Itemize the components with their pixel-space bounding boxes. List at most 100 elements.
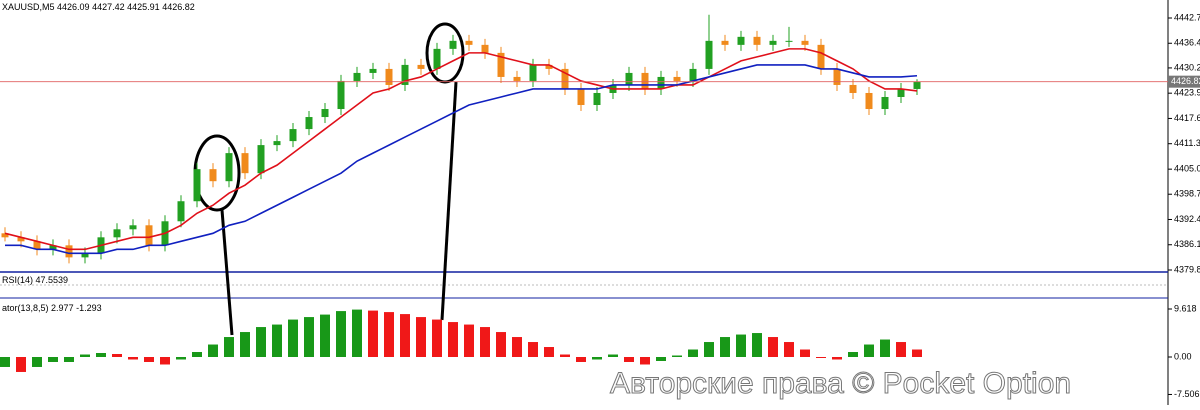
osc-bar [64,357,74,362]
candle-body [513,76,521,81]
osc-bar [128,357,138,360]
rsi-label: RSI(14) 47.5539 [2,275,68,285]
osc-bar [880,339,890,357]
osc-bar [848,352,858,357]
candle-body [449,40,457,49]
osc-bar [400,314,410,357]
osc-bar [272,324,282,357]
candle-body [593,92,601,106]
osc-bar [576,357,586,362]
candle-body [177,201,185,222]
osc-reading: 2.977 [51,303,74,313]
osc-bar [32,357,42,367]
osc-tick-label: 9.618 [1174,303,1197,313]
osc-reading: -1.293 [76,303,102,313]
moving-average [5,64,918,255]
candle-body [497,52,505,77]
candle-body [1,233,9,238]
osc-bar [368,310,378,357]
candle-body [257,145,265,174]
candle-body [209,169,217,182]
osc-bar [816,357,826,358]
y-tick-label: 4386.15 [1174,239,1200,249]
candle-body [353,72,361,81]
osc-bar [160,357,170,365]
osc-bar [624,357,634,362]
osc-bar [464,324,474,357]
osc-tick-label: -7.506 [1174,389,1200,399]
osc-bar [544,347,554,357]
annotation-line [220,209,234,336]
candle-body [385,68,393,85]
osc-bar [448,322,458,357]
osc-bar [112,354,122,357]
candle-body [17,237,25,242]
candle-body [433,48,441,69]
candle-body [321,109,329,118]
candle-body [833,68,841,85]
osc-bar [496,332,506,357]
ohlc-value: 4426.09 [57,2,90,12]
osc-bar [480,327,490,357]
osc-bar [912,349,922,357]
candle-body [289,129,297,142]
moving-average [4,48,918,251]
osc-bar [864,344,874,357]
osc-bar [48,357,58,362]
candle-body [897,88,905,97]
candle-body [769,40,777,45]
candle-body [337,80,345,110]
candle-body [81,253,89,258]
candle-body [241,153,249,174]
osc-name: ator(13,8,5) [2,303,49,313]
osc-bar [192,352,202,357]
osc-bar [416,317,426,357]
osc-label: ator(13,8,5) 2.977 -1.293 [2,303,102,313]
candle-body [865,92,873,110]
candle-body [529,64,537,81]
osc-tick-label: 0.00 [1174,351,1192,361]
y-tick-label: 4430.25 [1174,62,1200,72]
osc-bar [736,334,746,357]
osc-bar [832,357,842,360]
candle-body [545,64,553,69]
y-tick-label: 4442.70 [1174,12,1200,22]
osc-bar [176,357,186,360]
osc-bar [672,355,682,357]
osc-bar [720,337,730,357]
candle-body [737,36,745,45]
current-price-label: 4426.82 [1171,76,1200,86]
candle-body [465,40,473,45]
osc-bar [752,333,762,357]
osc-bar [240,332,250,357]
rsi-value: 47.5539 [36,275,69,285]
osc-bar [800,349,810,357]
y-tick-label: 4417.65 [1174,113,1200,123]
y-tick-label: 4392.45 [1174,214,1200,224]
y-tick-label: 4423.95 [1174,88,1200,98]
candle-body [689,68,697,81]
candle-body [801,40,809,45]
candle-body [33,241,41,250]
osc-bar [432,319,442,357]
annotation-line [440,81,458,321]
y-tick-label: 4379.85 [1174,264,1200,274]
candle-body [305,117,313,130]
candle-body [65,245,73,258]
rsi-name: RSI(14) [2,275,33,285]
osc-bar [784,342,794,357]
plot-bg [0,0,1168,405]
osc-bar [656,357,666,361]
y-tick-label: 4411.35 [1174,138,1200,148]
candle-body [577,88,585,106]
candle-body [561,68,569,89]
candle-body [881,96,889,110]
osc-bar [96,353,106,357]
candle-body [785,40,793,42]
osc-bar [304,317,314,357]
osc-bar [688,349,698,357]
osc-bar [0,357,10,367]
ohlc-value: 4425.91 [127,2,160,12]
